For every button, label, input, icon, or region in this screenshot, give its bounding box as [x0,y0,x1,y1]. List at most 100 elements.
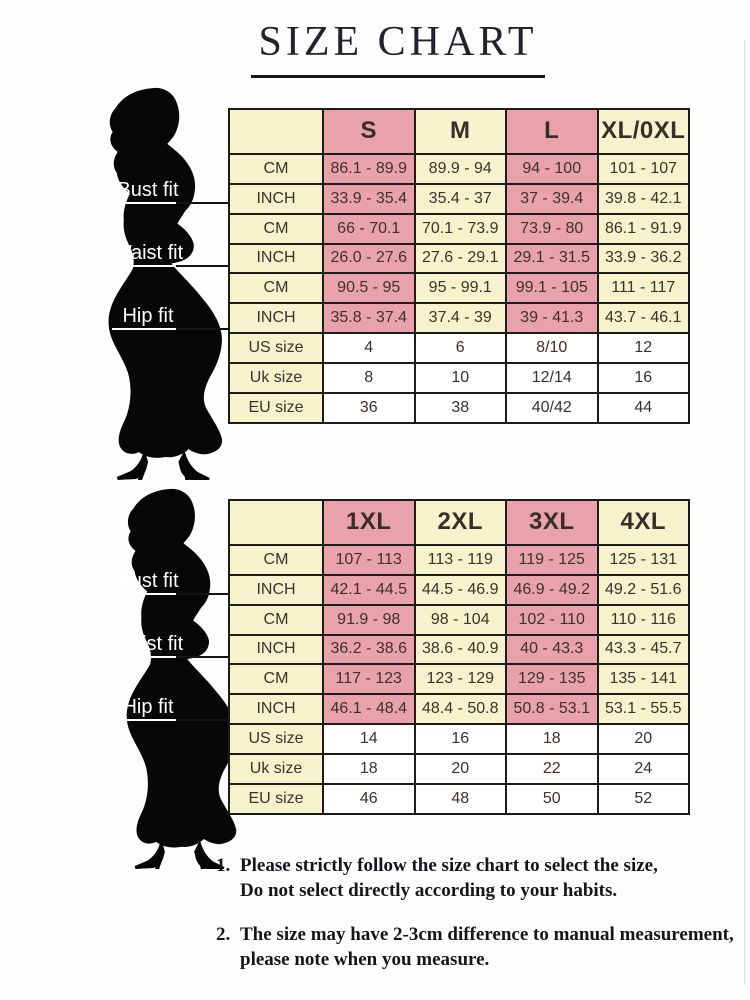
corner-cell [228,108,324,155]
hip-fit-pointer-line [176,719,229,721]
image-edge-artifact [744,40,745,985]
table-row: CM 117 - 123 123 - 129 129 - 135 135 - 141 [228,663,690,696]
value-cell: 14 [322,723,416,756]
table-row: US size 4 6 8/10 12 [228,332,690,365]
row-label: INCH [228,633,324,666]
bust-fit-pointer-line [176,202,229,204]
value-cell: 91.9 - 98 [322,603,416,636]
waist-fit-label: Waist fit [112,242,184,264]
value-cell: 16 [596,362,690,394]
value-cell: 40/42 [505,391,599,425]
waist-fit-pointer-line [176,265,229,267]
value-cell: 35.8 - 37.4 [322,302,416,335]
bust-fit-label: Bust fit [117,570,179,592]
value-cell: 46.9 - 49.2 [505,573,599,606]
value-cell: 123 - 129 [413,663,507,696]
value-cell: 125 - 131 [596,543,690,576]
value-cell: 35.4 - 37 [413,182,507,215]
size-column-header: XL/0XL [596,108,690,155]
value-cell: 99.1 - 105 [505,272,599,305]
size-table-plus: 1XL 2XL 3XL 4XL CM 107 - 113 113 - 119 119 - 12… [228,499,690,816]
value-cell: 36.2 - 38.6 [322,633,416,666]
value-cell: 38.6 - 40.9 [413,633,507,666]
note-line: Please strictly follow the size chart to… [240,855,658,876]
value-cell: 37 - 39.4 [505,182,599,215]
table-row: Uk size 8 10 12/14 16 [228,362,690,394]
value-cell: 4 [322,332,416,365]
value-cell: 37.4 - 39 [413,302,507,335]
row-label: US size [228,332,324,365]
value-cell: 94 - 100 [505,152,599,185]
row-label: Uk size [228,753,324,785]
woman-silhouette [76,487,242,869]
notes-list: 1. Please strictly follow the size chart… [216,853,744,991]
value-cell: 18 [322,753,416,785]
table-row: CM 66 - 70.1 70.1 - 73.9 73.9 - 80 86.1 - 91… [228,212,690,245]
row-label: INCH [228,693,324,726]
page-title: SIZE CHART [250,18,546,78]
woman-silhouette [56,86,228,480]
value-cell: 113 - 119 [413,543,507,576]
row-label: CM [228,212,324,245]
value-cell: 107 - 113 [322,543,416,576]
value-cell: 95 - 99.1 [413,272,507,305]
row-label: EU size [228,391,324,425]
value-cell: 12 [596,332,690,365]
value-cell: 86.1 - 89.9 [322,152,416,185]
note-number: 1. [216,855,231,876]
waist-fit-underline [112,656,186,658]
value-cell: 53.1 - 55.5 [596,693,690,726]
row-label: INCH [228,182,324,215]
table-row: INCH 36.2 - 38.6 38.6 - 40.9 40 - 43.3 43.3 … [228,633,690,666]
value-cell: 49.2 - 51.6 [596,573,690,606]
note-item: 1. Please strictly follow the size chart… [216,853,744,903]
size-header-row: 1XL 2XL 3XL 4XL [228,499,690,546]
bust-fit-pointer-line [176,593,229,595]
value-cell: 26.0 - 27.6 [322,242,416,275]
value-cell: 22 [505,753,599,785]
table-row: INCH 26.0 - 27.6 27.6 - 29.1 29.1 - 31.5 33.… [228,242,690,275]
hip-fit-underline [112,719,186,721]
value-cell: 90.5 - 95 [322,272,416,305]
row-label: US size [228,723,324,756]
size-column-header: L [505,108,599,155]
row-label: CM [228,603,324,636]
value-cell: 8/10 [505,332,599,365]
value-cell: 43.7 - 46.1 [596,302,690,335]
size-column-header: S [322,108,416,155]
waist-fit-underline [112,265,186,267]
row-label: CM [228,272,324,305]
size-column-header: 4XL [596,499,690,546]
value-cell: 46 [322,782,416,816]
value-cell: 24 [596,753,690,785]
value-cell: 6 [413,332,507,365]
value-cell: 12/14 [505,362,599,394]
table-row: EU size 46 48 50 52 [228,782,690,816]
size-column-header: 3XL [505,499,599,546]
value-cell: 20 [413,753,507,785]
hip-fit-pointer-line [176,328,229,330]
value-cell: 39 - 41.3 [505,302,599,335]
bust-fit-underline [112,202,186,204]
row-label: Uk size [228,362,324,394]
value-cell: 40 - 43.3 [505,633,599,666]
value-cell: 38 [413,391,507,425]
size-column-header: 2XL [413,499,507,546]
value-cell: 33.9 - 36.2 [596,242,690,275]
corner-cell [228,499,324,546]
value-cell: 117 - 123 [322,663,416,696]
table-row: CM 86.1 - 89.9 89.9 - 94 94 - 100 101 - 107 [228,152,690,185]
value-cell: 86.1 - 91.9 [596,212,690,245]
waist-fit-pointer-line [176,656,229,658]
value-cell: 50 [505,782,599,816]
value-cell: 48 [413,782,507,816]
value-cell: 50.8 - 53.1 [505,693,599,726]
table-row: CM 90.5 - 95 95 - 99.1 99.1 - 105 111 - 117 [228,272,690,305]
table-row: US size 14 16 18 20 [228,723,690,756]
note-line: The size may have 2-3cm difference to ma… [240,924,734,945]
note-item: 2. The size may have 2-3cm difference to… [216,922,744,972]
value-cell: 52 [596,782,690,816]
table-row: INCH 46.1 - 48.4 48.4 - 50.8 50.8 - 53.1 53.… [228,693,690,726]
hip-fit-label: Hip fit [122,305,174,327]
